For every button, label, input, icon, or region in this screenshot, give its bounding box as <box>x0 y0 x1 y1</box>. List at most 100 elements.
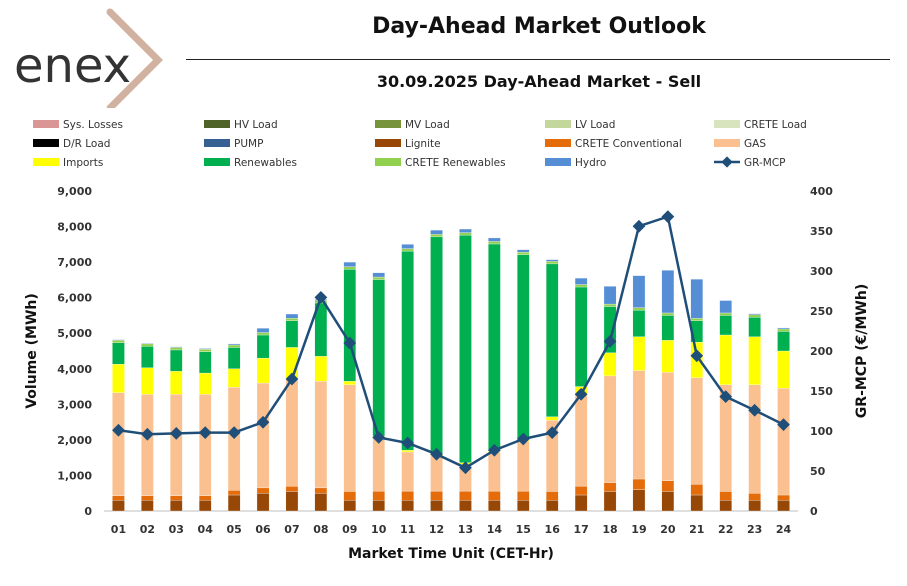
page-title: Day-Ahead Market Outlook <box>372 14 706 39</box>
legend-imports-label: Imports <box>63 157 103 169</box>
legend-sys-losses-label: Sys. Losses <box>63 119 123 131</box>
bar-imports-03 <box>170 371 183 395</box>
bar-hydro-16 <box>545 259 559 262</box>
bar-crete-conventional-09 <box>343 491 357 501</box>
bar-crete-renewables-02 <box>141 343 154 347</box>
bar-hydro-07 <box>285 313 299 319</box>
bar-hydro-01 <box>112 339 125 341</box>
bar-crete-conventional-12 <box>430 490 443 501</box>
bar-imports-20 <box>661 340 675 373</box>
bar-renewables-19 <box>632 309 646 337</box>
gr-mcp-point-14 <box>488 443 501 457</box>
bar-lignite-15 <box>517 500 530 512</box>
bar-lignite-13 <box>459 500 472 512</box>
x-tick-label-02: 02 <box>140 523 155 536</box>
bar-lignite-03 <box>170 500 183 512</box>
legend-crete-renewables-label: CRETE Renewables <box>405 157 506 169</box>
bar-crete-renewables-19 <box>632 307 646 311</box>
legend-lignite-swatch <box>375 139 401 147</box>
bar-crete-renewables-07 <box>285 318 299 321</box>
bar-crete-conventional-01 <box>112 495 125 501</box>
bar-hydro-17 <box>574 277 588 285</box>
legend-crete-load-label: CRETE Load <box>744 119 807 131</box>
bar-crete-conventional-03 <box>170 495 183 501</box>
bar-hydro-03 <box>170 346 183 348</box>
bar-imports-02 <box>141 367 154 395</box>
bar-gas-19 <box>632 370 646 480</box>
bar-gas-23 <box>748 384 761 494</box>
bar-hydro-05 <box>227 343 241 346</box>
y2-tick-label: 200 <box>810 345 833 358</box>
bar-gas-12 <box>430 455 443 492</box>
bar-lignite-02 <box>141 500 154 512</box>
bar-renewables-02 <box>141 346 154 368</box>
bar-gas-07 <box>285 379 299 487</box>
bar-crete-conventional-20 <box>661 480 675 492</box>
bar-crete-conventional-24 <box>777 494 790 501</box>
bar-hydro-06 <box>256 328 270 333</box>
x-tick-label-06: 06 <box>255 523 271 536</box>
bar-hydro-13 <box>459 228 472 233</box>
bar-renewables-07 <box>285 320 299 348</box>
bar-gas-03 <box>170 394 183 496</box>
bar-crete-conventional-07 <box>285 485 299 492</box>
legend-lignite-label: Lignite <box>405 138 441 150</box>
legend-lv-load-label: LV Load <box>575 119 615 131</box>
bar-renewables-23 <box>748 317 761 337</box>
bar-gas-04 <box>198 394 212 496</box>
bar-lignite-22 <box>719 500 732 512</box>
bar-renewables-05 <box>227 347 241 369</box>
bar-crete-renewables-21 <box>690 318 704 321</box>
y2-tick-label: 50 <box>810 465 826 478</box>
bar-renewables-12 <box>430 236 443 454</box>
gr-mcp-point-11 <box>401 436 414 450</box>
bar-renewables-20 <box>661 315 675 341</box>
gr-mcp-point-19 <box>632 219 646 233</box>
bar-gas-08 <box>314 381 328 489</box>
bar-gas-21 <box>690 377 704 485</box>
bar-crete-renewables-20 <box>661 312 675 316</box>
bar-lignite-20 <box>661 491 675 512</box>
bar-gas-11 <box>401 451 414 492</box>
bar-renewables-22 <box>719 315 732 336</box>
legend-imports-swatch <box>33 158 59 166</box>
bar-crete-conventional-13 <box>459 490 472 501</box>
bar-imports-05 <box>227 368 241 388</box>
legend-gr-mcp-marker <box>721 156 733 168</box>
bar-imports-04 <box>198 372 212 395</box>
bar-crete-conventional-08 <box>314 487 328 494</box>
x-tick-label-20: 20 <box>660 523 676 536</box>
bar-crete-conventional-22 <box>719 491 732 501</box>
bar-imports-09 <box>343 381 357 385</box>
gr-mcp-point-20 <box>661 210 675 223</box>
bar-crete-renewables-14 <box>488 241 501 245</box>
bar-lignite-04 <box>198 500 212 512</box>
bar-hydro-23 <box>748 313 761 315</box>
gr-mcp-point-02 <box>141 427 154 441</box>
bar-crete-conventional-06 <box>256 487 270 494</box>
x-tick-label-07: 07 <box>284 523 299 536</box>
bar-crete-conventional-04 <box>198 495 212 501</box>
bar-hydro-24 <box>777 327 790 330</box>
bar-crete-conventional-21 <box>690 484 704 496</box>
x-tick-label-14: 14 <box>487 523 503 536</box>
bar-lignite-18 <box>603 491 617 512</box>
bar-renewables-01 <box>112 342 125 365</box>
bar-lignite-06 <box>256 493 270 512</box>
bar-crete-conventional-15 <box>517 490 530 501</box>
bar-hydro-10 <box>372 272 385 278</box>
bar-imports-06 <box>256 357 270 384</box>
bar-crete-conventional-10 <box>372 490 385 501</box>
bar-crete-conventional-05 <box>227 490 241 496</box>
bar-crete-renewables-01 <box>112 340 125 343</box>
gr-mcp-point-07 <box>285 372 299 386</box>
bar-renewables-15 <box>517 254 530 440</box>
bar-imports-24 <box>777 350 790 389</box>
gr-mcp-point-06 <box>256 415 270 429</box>
bar-gas-01 <box>112 392 125 496</box>
x-tick-label-21: 21 <box>689 523 704 536</box>
title-divider <box>186 59 890 60</box>
bar-crete-renewables-22 <box>719 312 732 316</box>
bar-crete-conventional-18 <box>603 482 617 492</box>
bar-imports-22 <box>719 334 732 385</box>
